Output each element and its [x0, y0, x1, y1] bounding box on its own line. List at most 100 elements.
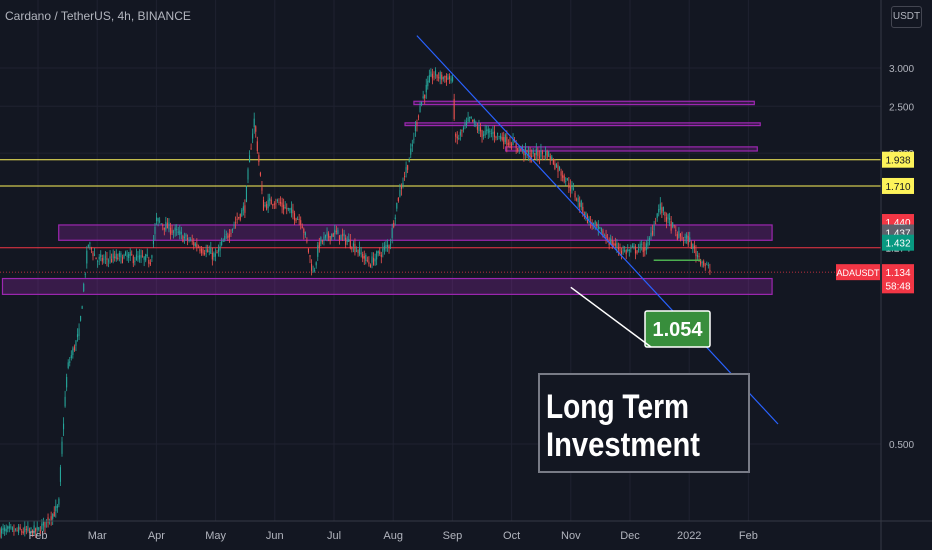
- candle-body: [689, 237, 691, 242]
- price-badge-bg: [882, 264, 914, 281]
- candle-body: [397, 197, 399, 202]
- candle-body: [227, 235, 229, 239]
- candle-body: [72, 348, 74, 355]
- candle-body: [548, 151, 550, 157]
- candle-body: [391, 228, 393, 238]
- candle-body: [204, 252, 206, 255]
- candle-body: [208, 251, 210, 253]
- candle-body: [173, 231, 175, 233]
- candle-body: [137, 256, 139, 258]
- candle-body: [510, 143, 513, 149]
- candle-body: [560, 171, 562, 176]
- candle-body: [377, 251, 379, 254]
- candle-body: [300, 220, 302, 226]
- candle-body: [10, 526, 12, 528]
- candle-body: [211, 253, 213, 260]
- candle-body: [557, 165, 559, 172]
- candle-body: [613, 243, 615, 246]
- candle-body: [450, 78, 452, 81]
- candle-body: [98, 256, 100, 260]
- y-tick-label: 3.000: [889, 64, 914, 75]
- candle-body: [157, 218, 159, 222]
- candle-body: [128, 254, 130, 259]
- candle-body: [132, 256, 134, 264]
- candle-body: [323, 236, 325, 240]
- candle-body: [588, 217, 590, 222]
- candle-body: [27, 526, 29, 532]
- candle-body: [177, 231, 179, 233]
- candle-body: [44, 521, 46, 528]
- candle-body: [103, 258, 105, 260]
- candle-body: [273, 203, 275, 205]
- candle-body: [400, 186, 402, 190]
- candle-body: [193, 241, 195, 246]
- candle-body: [571, 185, 573, 190]
- candle-body: [210, 248, 212, 254]
- candle-body: [540, 150, 542, 157]
- candle-body: [633, 245, 635, 248]
- candle-body: [653, 224, 655, 231]
- candle-body: [307, 248, 309, 253]
- candle-body: [393, 222, 395, 228]
- candle-body: [690, 242, 692, 249]
- candle-body: [165, 221, 167, 230]
- zone-rect: [413, 100, 755, 106]
- candle-body: [32, 530, 34, 537]
- candle-body: [462, 127, 464, 130]
- currency-button[interactable]: USDT: [891, 6, 922, 28]
- candle-body: [543, 155, 545, 157]
- candle-body: [385, 244, 387, 247]
- x-tick-label: Feb: [29, 530, 48, 542]
- candle-body: [373, 257, 375, 265]
- candle-body: [317, 245, 319, 257]
- candle-body: [638, 249, 640, 251]
- candle-body: [410, 148, 412, 155]
- candle-body: [538, 156, 540, 158]
- candle-body: [531, 155, 533, 157]
- candle-body: [202, 248, 204, 254]
- candle-body: [214, 253, 216, 257]
- candle-body: [244, 205, 246, 213]
- candle-body: [59, 467, 61, 482]
- candle-body: [374, 258, 376, 262]
- candle-body: [461, 129, 463, 132]
- candle-body: [438, 77, 440, 79]
- candle-body: [611, 240, 613, 247]
- candle-body: [631, 245, 633, 248]
- price-axis: 3.0002.5002.0000.5001.9381.7101.2741.440…: [836, 0, 914, 550]
- candle-body: [174, 227, 176, 231]
- candle-body: [41, 523, 43, 530]
- candle-body: [484, 130, 486, 136]
- candle-body: [86, 250, 88, 264]
- candle-body: [92, 252, 94, 257]
- candle-body: [583, 213, 585, 216]
- candle-body: [35, 528, 37, 532]
- candle-body: [407, 165, 409, 170]
- drawn-lines: [416, 35, 779, 425]
- candle-body: [64, 396, 66, 407]
- candle-body: [430, 71, 432, 77]
- candle-body: [541, 151, 544, 154]
- candle-body: [55, 505, 57, 512]
- candle-body: [709, 269, 711, 272]
- candle-body: [236, 218, 238, 220]
- candle-body: [362, 254, 364, 259]
- candle-body: [366, 260, 368, 262]
- candle-body: [345, 237, 347, 245]
- candle-body: [625, 250, 627, 255]
- candle-body: [610, 238, 612, 244]
- candle-body: [75, 340, 77, 346]
- text-box: [538, 373, 750, 473]
- candle-body: [335, 231, 337, 233]
- candle-body: [467, 117, 469, 122]
- candle-body: [354, 244, 356, 253]
- candle-body: [187, 238, 189, 241]
- x-tick-label: May: [205, 530, 226, 542]
- candle-body: [117, 257, 119, 260]
- candle-body: [597, 224, 599, 229]
- candle-body: [396, 202, 398, 209]
- candle-body: [8, 526, 10, 529]
- level-badge-bg: [882, 177, 914, 194]
